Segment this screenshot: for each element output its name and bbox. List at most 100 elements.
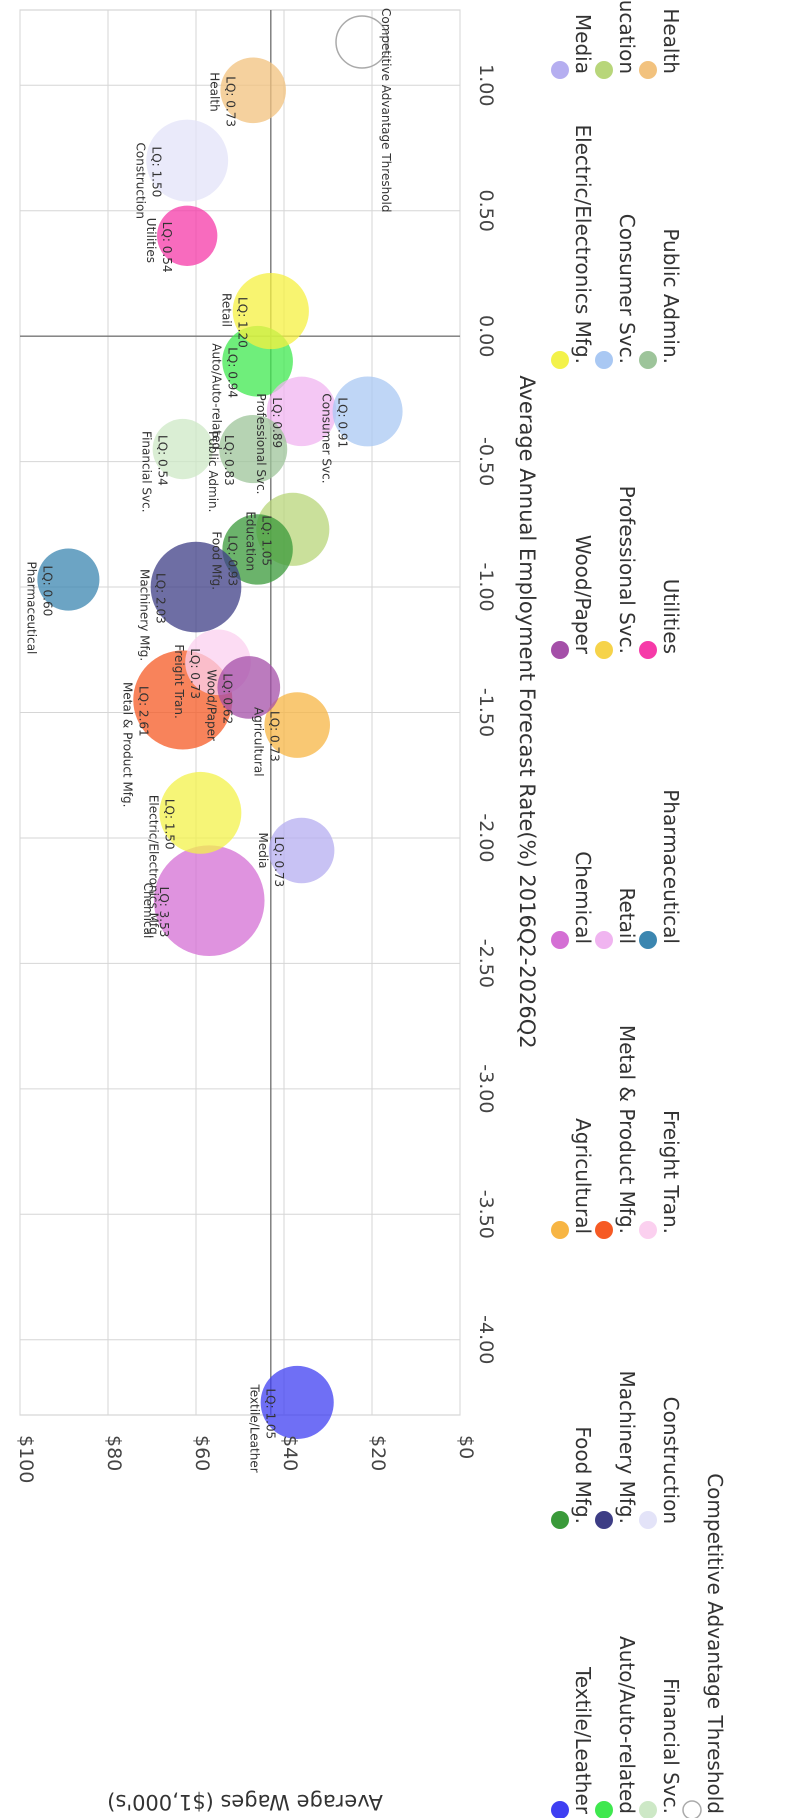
x-tick-label: -2.00 (475, 813, 497, 862)
bubble-wood-paper[interactable] (217, 656, 281, 719)
bubble-label-name: Auto/Auto-related (209, 343, 223, 450)
legend-item-label: Pharmaceutical (659, 789, 683, 944)
axes-layer: -4.00 -3.50 -3.00 -2.50 -2.00 -1.50 -1.00 -0.50… (15, 64, 539, 1814)
legend-item-label: Retail (615, 887, 639, 944)
bubble-agricultural[interactable] (264, 692, 330, 758)
bubble-construction[interactable] (146, 119, 229, 202)
bubble-label-name: Chemical (141, 883, 155, 939)
legend-item-label: Auto/Auto-related (615, 1636, 639, 1814)
bubble-labels-layer: Competitive Advantage Threshold Textile/L… (24, 8, 393, 1473)
bubble-label-lq: LQ: 0.54 (160, 222, 174, 273)
bubble-health[interactable] (220, 57, 286, 124)
bubble-utilities[interactable] (157, 205, 218, 266)
bubble-label-lq: LQ: 0.73 (188, 648, 202, 699)
bubble-label-name: Health (207, 72, 221, 111)
bubble-label-lq: LQ: 2.61 (136, 686, 150, 737)
legend-item-label: Electric/Electronics Mfg. (571, 124, 595, 364)
bubble-label-name: Metal & Product Mfg. (120, 682, 134, 808)
legend-item-label: Consumer Svc. (615, 214, 639, 364)
bubble-label-name: Food Mfg. (209, 531, 223, 590)
bubble-retail[interactable] (232, 272, 309, 350)
bubble-label-lq: LQ: 1.05 (259, 515, 273, 566)
legend-item-label: Machinery Mfg. (615, 1371, 639, 1525)
bubble-label-name: Textile/Leather (248, 1383, 262, 1472)
legend-swatch (639, 61, 657, 79)
legend: Textile/Leather Food Mfg. Agricultural Chem… (551, 0, 727, 1818)
bubble-label-name: Construction (133, 143, 147, 219)
legend-swatch (595, 1221, 613, 1239)
bubble-label-lq: LQ: 2.03 (154, 573, 168, 624)
bubble-label-lq: LQ: 1.50 (149, 147, 163, 198)
bubble-label-name: Electric/Electronics Mfg. (146, 795, 160, 939)
bubbles-layer (37, 57, 403, 1439)
bubble-chemical[interactable] (153, 845, 265, 957)
bubble-textile-leather[interactable] (260, 1365, 334, 1439)
legend-swatch (551, 1221, 569, 1239)
x-tick-label: -1.00 (475, 562, 497, 611)
legend-swatch (551, 1511, 569, 1529)
bubble-label-lq: LQ: 0.94 (225, 347, 239, 398)
bubble-label-lq: LQ: 1.05 (264, 1388, 278, 1439)
legend-item-label: Metal & Product Mfg. (615, 1025, 639, 1234)
bubble-label-name: Financial Svc. (140, 431, 154, 513)
x-tick-label: 1.00 (475, 64, 497, 106)
bubble-label-name: Public Admin. (206, 431, 220, 512)
legend-item-label: Media (571, 14, 595, 74)
x-tick-label: -3.50 (475, 1190, 497, 1239)
competitive-threshold-marker (335, 15, 389, 69)
legend-item-label: Agricultural (571, 1118, 595, 1234)
legend-swatch (639, 1801, 657, 1818)
bubble-food-mfg-[interactable] (222, 514, 293, 585)
legend-swatch (551, 61, 569, 79)
bubble-label-lq: LQ: 0.93 (225, 535, 239, 586)
bubble-professional-svc-[interactable] (266, 376, 337, 447)
legend-swatch (595, 351, 613, 369)
x-tick-label: -4.00 (475, 1315, 497, 1364)
legend-item-label: Utilities (659, 579, 683, 654)
bubble-label-name: Wood/Paper (204, 669, 218, 741)
legend-swatch (595, 931, 613, 949)
bubble-label-name: Consumer Svc. (320, 393, 334, 483)
legend-item-label: Professional Svc. (615, 486, 639, 654)
bubble-label-lq: LQ: 0.91 (336, 397, 350, 448)
bubble-label-lq: LQ: 0.73 (272, 836, 286, 887)
legend-swatch (551, 931, 569, 949)
legend-swatch (595, 1511, 613, 1529)
legend-item-label: Public Admin. (659, 228, 683, 364)
bubble-label-lq: LQ: 0.54 (156, 435, 170, 486)
bubble-label-lq: LQ: 0.73 (223, 76, 237, 127)
bubble-public-admin-[interactable] (219, 415, 288, 484)
bubble-label-lq: LQ: 1.20 (236, 297, 250, 348)
x-axis-title: Average Annual Employment Forecast Rate(… (515, 375, 539, 1048)
legend-swatch (595, 641, 613, 659)
x-tick-label: -0.50 (475, 437, 497, 486)
bubble-electric-electronics-mfg-[interactable] (159, 771, 242, 854)
legend-swatch (551, 1801, 569, 1818)
x-tick-label: 0.00 (475, 315, 497, 357)
y-tick-label: $80 (103, 1435, 125, 1471)
bubble-label-lq: LQ: 0.62 (220, 673, 234, 724)
bubble-label-name: Education (243, 511, 257, 571)
legend-item-label: Wood/Paper (571, 535, 595, 655)
legend-item-label: Freight Tran. (659, 1110, 683, 1234)
bubble-label-name: Retail (220, 293, 234, 327)
legend-swatch (595, 1801, 613, 1818)
bubble-label-lq: LQ: 0.89 (270, 397, 284, 448)
y-tick-label: $100 (15, 1435, 37, 1483)
x-tick-label: -1.50 (475, 688, 497, 737)
legend-swatch (595, 61, 613, 79)
bubble-machinery-mfg-[interactable] (150, 541, 242, 633)
bubble-financial-svc-[interactable] (152, 418, 213, 480)
legend-item-label: Construction (659, 1397, 683, 1524)
legend-swatch (639, 641, 657, 659)
bubble-consumer-svc-[interactable] (332, 376, 403, 447)
y-tick-label: $0 (455, 1435, 477, 1459)
bubble-media[interactable] (268, 817, 335, 884)
legend-item-label: Financial Svc. (659, 1678, 683, 1814)
bubble-label-name: Utilities (144, 218, 158, 263)
legend-item-label: Education (615, 0, 639, 74)
bubble-pharmaceutical[interactable] (37, 548, 100, 611)
plot-grid (19, 9, 461, 1416)
bubble-label-lq: LQ: 0.60 (40, 566, 54, 617)
